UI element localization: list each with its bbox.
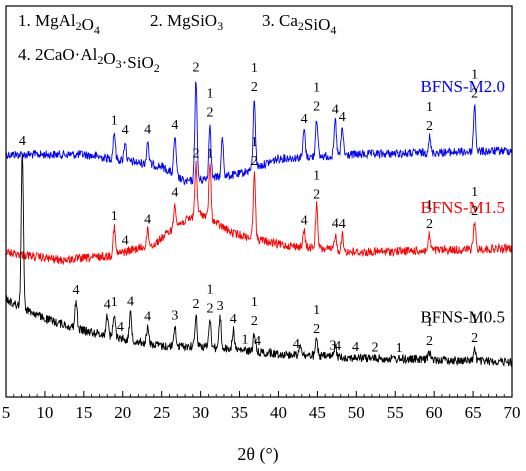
peak-label: 4 <box>171 118 178 133</box>
peak-label: 1 <box>111 209 118 224</box>
x-tick-label: 35 <box>231 403 248 422</box>
peak-label: 2 <box>426 217 433 232</box>
phase-legend-item: 1. MgAl2O4 <box>18 11 100 37</box>
peak-label: 2 <box>251 80 258 95</box>
peak-label: 2 <box>313 187 320 202</box>
peak-label: 1 <box>471 185 478 200</box>
peak-label: 4 <box>301 213 308 228</box>
phase-legend-item: 4. 2CaO·Al2O3·SiO2 <box>18 45 160 75</box>
peak-label: 4 <box>122 123 129 138</box>
peak-label: 4 <box>293 337 300 352</box>
peak-label: 4 <box>254 334 261 349</box>
series-line <box>5 81 513 186</box>
peak-label: 1 <box>471 68 478 83</box>
peak-label: 2 <box>251 154 258 169</box>
peak-label: 4 <box>19 134 26 149</box>
peak-label: 2 <box>251 314 258 329</box>
series-name-label: BFNS-M1.5 <box>420 198 505 217</box>
peak-label: 1 <box>206 283 213 298</box>
peak-label: 4 <box>104 298 111 313</box>
peak-label: 2 <box>206 106 213 121</box>
x-tick-label: 55 <box>387 403 404 422</box>
peak-label: 4 <box>122 234 129 249</box>
peak-label: 4 <box>301 112 308 127</box>
peak-label: 2 <box>192 61 199 76</box>
peak-label: 4 <box>352 340 359 355</box>
series-line <box>5 160 513 266</box>
peak-label: 2 <box>426 119 433 134</box>
peak-label: 2 <box>426 334 433 349</box>
peak-label: 4 <box>332 217 339 232</box>
series-name-label: BFNS-M0.5 <box>420 308 505 327</box>
peak-label: 4 <box>171 185 178 200</box>
peak-label: 1 <box>471 312 478 327</box>
peak-label: 2 <box>471 204 478 219</box>
peak-label: 1 <box>313 303 320 318</box>
peak-label: 1 <box>111 114 118 129</box>
peak-label: 2 <box>471 331 478 346</box>
peak-label: 4 <box>332 102 339 117</box>
x-tick-label: 65 <box>465 403 482 422</box>
peak-label: 2 <box>313 99 320 114</box>
peak-label: 1 <box>396 341 403 356</box>
peak-label: 4 <box>144 310 151 325</box>
peak-label: 2 <box>192 297 199 312</box>
phase-legend: 1. MgAl2O4 2. MgSiO3 3. Ca2SiO4 4. 2CaO·Al2… <box>18 11 336 75</box>
phase-legend-item: 2. MgSiO3 <box>150 11 223 33</box>
x-tick-label: 45 <box>309 403 326 422</box>
peak-label: 3 <box>329 339 336 354</box>
x-tick-label: 70 <box>504 403 521 422</box>
peak-label: 2 <box>471 87 478 102</box>
x-tick-label: 25 <box>153 403 170 422</box>
series-group: BFNS-M2.0 BFNS-M1.5 BFNS-M0.5 <box>5 77 513 368</box>
peak-label: 1 <box>241 333 248 348</box>
peak-label: 3 <box>217 299 224 314</box>
x-axis-title: 2θ (°) <box>237 444 278 465</box>
peak-label: 1 <box>206 146 213 161</box>
plot-frame <box>5 5 513 398</box>
peak-label: 2 <box>313 322 320 337</box>
peak-label: 1 <box>426 315 433 330</box>
peak-label: 3 <box>171 309 178 324</box>
peak-label: 4 <box>230 312 237 327</box>
peak-label: 4 <box>117 320 124 335</box>
x-axis-ticks: 5 10 15 20 25 30 35 40 45 50 55 60 65 70 <box>2 391 521 422</box>
x-tick-label: 15 <box>75 403 92 422</box>
peak-label: 4 <box>339 217 346 232</box>
x-tick-label: 30 <box>192 403 209 422</box>
series-name-label: BFNS-M2.0 <box>420 77 505 96</box>
x-tick-label: 50 <box>348 403 365 422</box>
x-tick-label: 60 <box>426 403 443 422</box>
peak-label: 1 <box>426 100 433 115</box>
peak-label: 1 <box>313 168 320 183</box>
phase-legend-item: 3. Ca2SiO4 <box>262 11 336 37</box>
peak-label: 2 <box>192 147 199 162</box>
peak-label: 4 <box>144 212 151 227</box>
peak-label: 2 <box>371 340 378 355</box>
peak-label: 2 <box>206 302 213 317</box>
peak-label: 1 <box>426 198 433 213</box>
series-line <box>5 153 513 368</box>
x-tick-label: 20 <box>114 403 131 422</box>
x-tick-label: 10 <box>36 403 53 422</box>
peak-label: 1 <box>251 135 258 150</box>
peak-label: 1 <box>251 295 258 310</box>
peak-label: 4 <box>339 110 346 125</box>
peak-label: 4 <box>73 283 80 298</box>
peak-label: 1 <box>313 80 320 95</box>
peak-label: 4 <box>127 295 134 310</box>
x-tick-label: 5 <box>2 403 11 422</box>
x-tick-label: 40 <box>270 403 287 422</box>
peak-label: 1 <box>251 61 258 76</box>
peak-label: 1 <box>206 87 213 102</box>
peak-label: 1 <box>111 295 118 310</box>
peak-label: 4 <box>334 339 341 354</box>
peak-label: 4 <box>144 123 151 138</box>
